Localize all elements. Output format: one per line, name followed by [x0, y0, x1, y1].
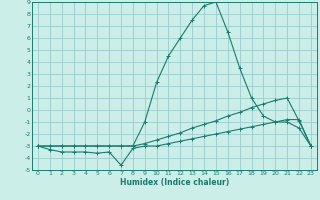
- X-axis label: Humidex (Indice chaleur): Humidex (Indice chaleur): [120, 178, 229, 187]
